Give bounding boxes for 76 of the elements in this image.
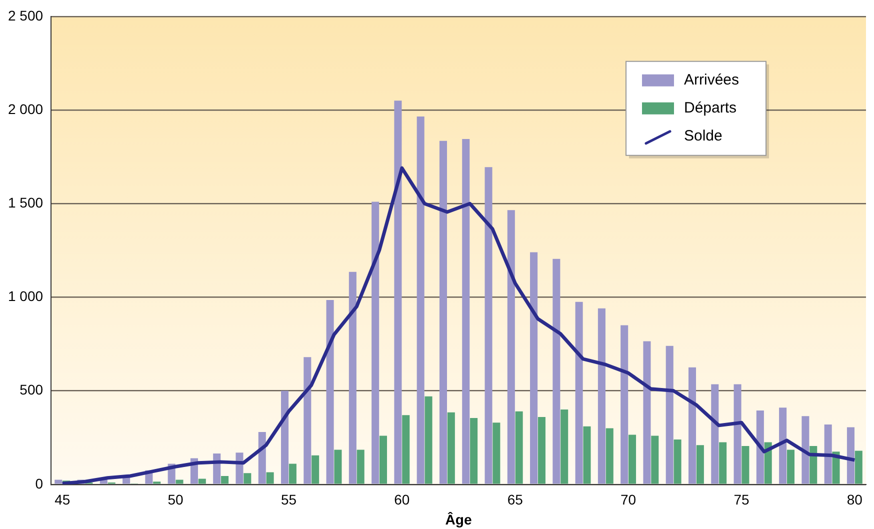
bar xyxy=(786,450,794,484)
bar xyxy=(507,210,515,484)
bar xyxy=(372,202,380,484)
y-tick-label: 1 000 xyxy=(8,288,44,304)
y-tick-label: 2 500 xyxy=(8,7,44,24)
bar xyxy=(538,417,546,484)
bar xyxy=(439,140,447,484)
bar xyxy=(288,464,296,484)
x-tick-label: 45 xyxy=(54,492,70,508)
bar xyxy=(719,442,727,484)
bar xyxy=(198,478,206,484)
bar xyxy=(583,426,591,484)
bar xyxy=(402,415,410,484)
bar xyxy=(674,439,682,484)
bar xyxy=(742,446,750,484)
bar xyxy=(696,445,704,484)
bar xyxy=(54,480,62,484)
bar xyxy=(628,434,636,484)
bar xyxy=(348,272,356,484)
bar xyxy=(552,258,560,484)
bar xyxy=(620,325,628,484)
bar xyxy=(560,410,568,484)
y-tick-label: 500 xyxy=(20,382,44,398)
bar xyxy=(447,412,455,484)
bar xyxy=(304,357,312,484)
x-tick-label: 65 xyxy=(507,492,524,508)
bar xyxy=(244,473,252,484)
bar xyxy=(734,384,742,484)
bar xyxy=(470,418,478,484)
bar xyxy=(756,410,764,484)
bar xyxy=(846,427,854,484)
bar xyxy=(462,139,470,484)
bar xyxy=(394,100,402,484)
x-axis-title: Âge xyxy=(445,511,472,528)
bar xyxy=(606,428,614,484)
bar xyxy=(854,450,862,484)
bar xyxy=(802,416,810,484)
x-tick-label: 55 xyxy=(280,492,297,508)
y-tick-label: 1 500 xyxy=(8,194,44,210)
bar xyxy=(416,116,424,484)
bar xyxy=(492,422,500,484)
bar xyxy=(176,480,184,484)
bar xyxy=(515,411,523,484)
x-tick-label: 50 xyxy=(168,492,184,508)
bar xyxy=(530,252,538,484)
bar xyxy=(575,302,583,484)
legend-label: Solde xyxy=(684,128,722,145)
bar xyxy=(810,446,818,484)
bar xyxy=(779,408,787,484)
bar xyxy=(598,308,606,484)
bar xyxy=(258,432,266,484)
bar xyxy=(824,424,832,484)
bar xyxy=(281,390,289,484)
bar xyxy=(424,396,432,484)
bar xyxy=(651,436,659,484)
bar xyxy=(484,167,492,484)
bar xyxy=(711,384,719,484)
bar xyxy=(356,450,364,484)
x-tick-label: 80 xyxy=(846,492,863,508)
y-tick-label: 0 xyxy=(35,475,44,492)
bar xyxy=(764,442,772,484)
bar xyxy=(221,476,229,484)
bar xyxy=(326,300,334,484)
bar xyxy=(666,346,674,484)
bar xyxy=(266,472,274,484)
y-tick-label: 2 000 xyxy=(8,100,44,117)
x-tick-label: 70 xyxy=(620,492,636,508)
x-tick-label: 60 xyxy=(394,492,410,508)
x-tick-label: 75 xyxy=(734,492,750,508)
bar xyxy=(334,450,342,484)
legend-label: Arrivées xyxy=(684,72,740,89)
legend-label: Départs xyxy=(684,100,737,117)
bar xyxy=(379,436,388,484)
bar xyxy=(312,455,320,484)
bar xyxy=(643,341,651,484)
bar xyxy=(688,367,696,484)
